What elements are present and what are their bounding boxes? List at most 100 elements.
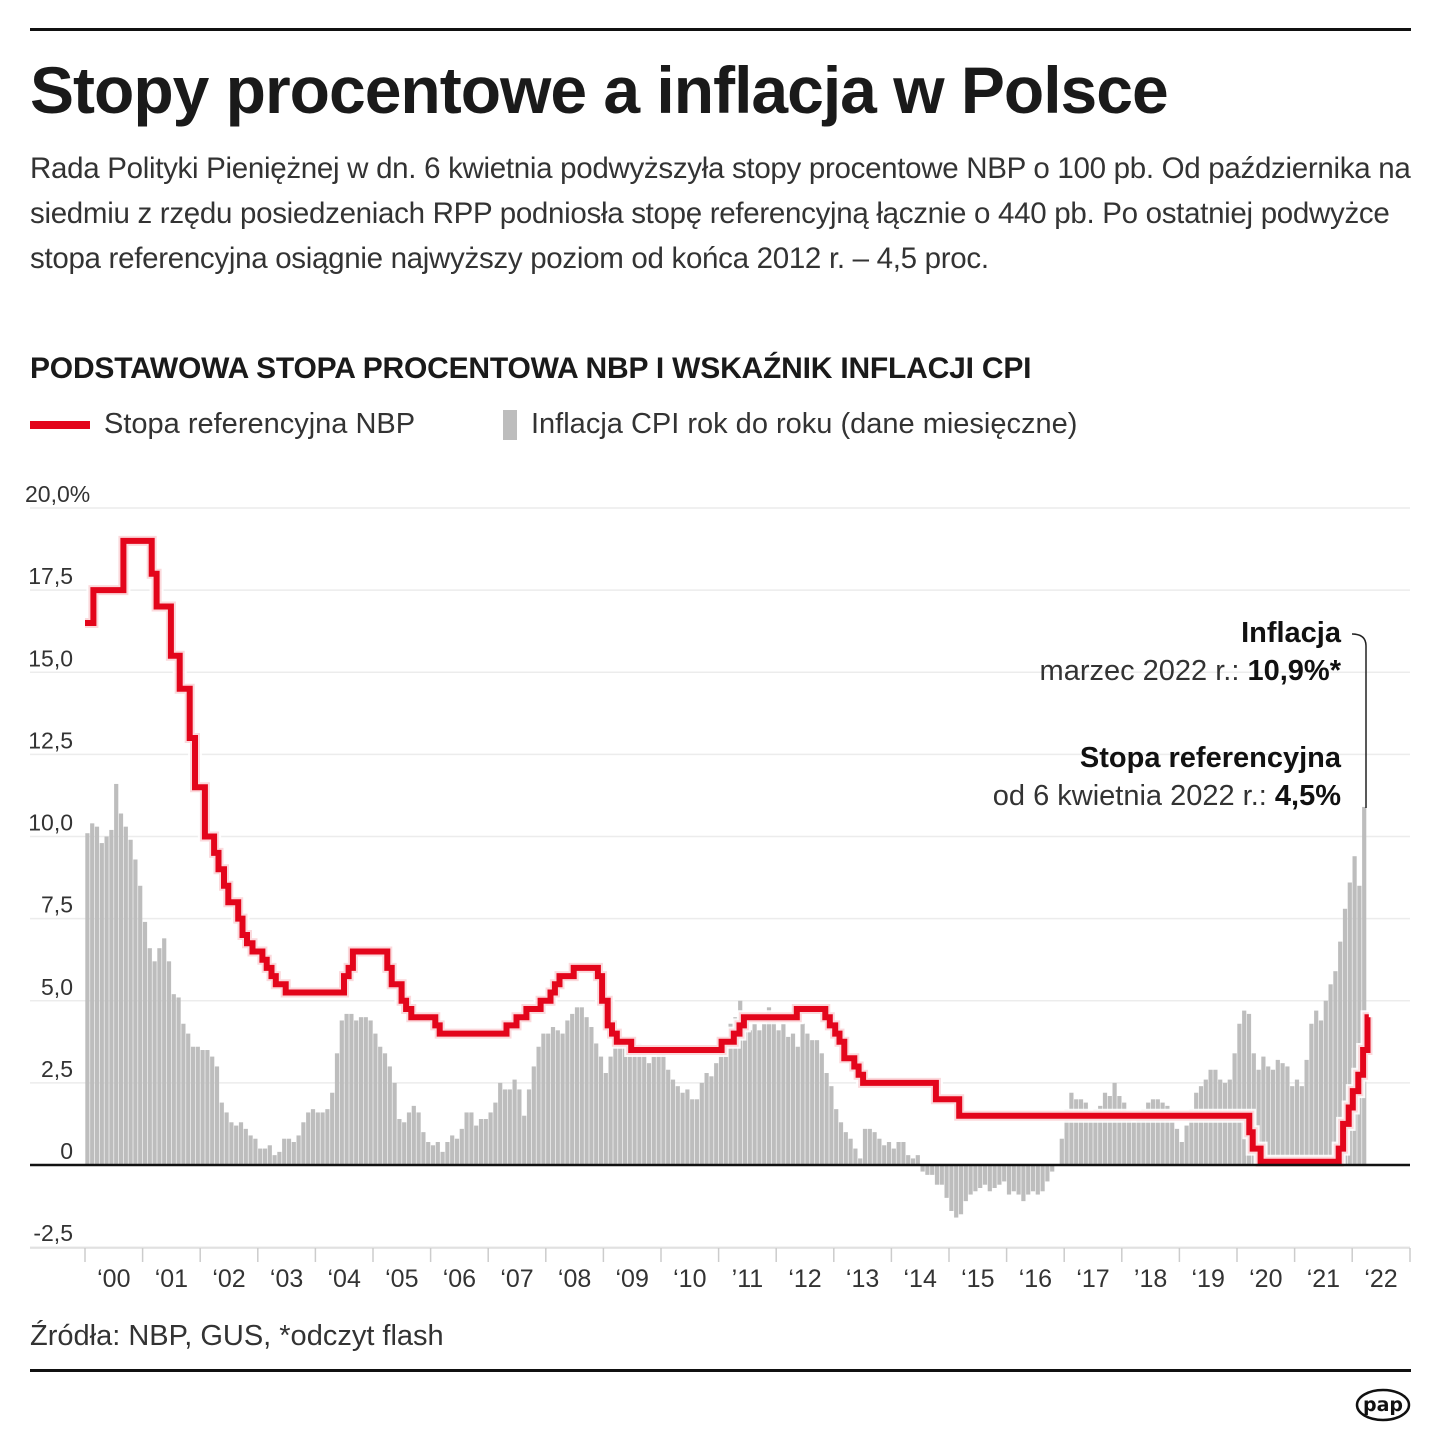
cpi-bar bbox=[627, 1050, 632, 1165]
cpi-bar bbox=[1170, 1122, 1175, 1165]
cpi-bar bbox=[1256, 1069, 1261, 1165]
cpi-bar bbox=[872, 1132, 877, 1165]
cpi-bar bbox=[469, 1112, 474, 1165]
cpi-bar bbox=[891, 1148, 896, 1165]
cpi-bar bbox=[618, 1033, 623, 1165]
cpi-bar bbox=[142, 921, 148, 1165]
cpi-bar bbox=[603, 1073, 608, 1165]
x-tick-label: ’18 bbox=[1134, 1265, 1167, 1293]
cpi-bar bbox=[819, 1053, 824, 1165]
cpi-bar bbox=[483, 1119, 488, 1165]
cpi-bar bbox=[1045, 1165, 1050, 1182]
page-title: Stopy procentowe a inflacja w Polsce bbox=[30, 53, 1169, 127]
x-tick-label: ‘15 bbox=[961, 1265, 994, 1293]
cpi-bar bbox=[166, 961, 172, 1165]
y-tick-label: 15,0 bbox=[28, 645, 73, 671]
cpi-bar bbox=[646, 1063, 652, 1165]
cpi-bar bbox=[1222, 1082, 1228, 1165]
cpi-bar bbox=[1088, 1115, 1093, 1165]
cpi-bar bbox=[493, 1102, 498, 1165]
cpi-bar bbox=[445, 1142, 450, 1165]
cpi-bar bbox=[426, 1142, 431, 1165]
legend-label-rate: Stopa referencyjna NBP bbox=[104, 408, 416, 440]
cpi-bar bbox=[1016, 1165, 1021, 1195]
cpi-bar bbox=[296, 1135, 301, 1165]
cpi-bar bbox=[771, 1013, 776, 1165]
cpi-bar bbox=[402, 1122, 407, 1165]
cpi-bar bbox=[1083, 1102, 1088, 1165]
cpi-bar bbox=[224, 1112, 229, 1165]
cpi-bar bbox=[1174, 1128, 1180, 1165]
chart: 20,0% 17,5 15,0 12,5 10,0 7,5 5,0 2,5 0 -2,5 ‘00 ‘0… bbox=[25, 481, 1411, 1293]
cpi-bar bbox=[1002, 1165, 1007, 1182]
cpi-bar bbox=[334, 1053, 340, 1165]
cpi-bar bbox=[378, 1046, 383, 1165]
cpi-bar bbox=[411, 1105, 416, 1165]
cpi-bar bbox=[565, 1020, 570, 1165]
cpi-bar bbox=[310, 1109, 316, 1165]
cpi-bar bbox=[1102, 1092, 1108, 1165]
cpi-bar bbox=[1323, 1000, 1328, 1165]
cpi-bar bbox=[954, 1165, 959, 1218]
cpi-bar bbox=[464, 1112, 469, 1165]
cpi-bar bbox=[1030, 1165, 1036, 1192]
cpi-bar bbox=[670, 1079, 676, 1165]
cpi-bar bbox=[1333, 971, 1338, 1165]
cpi-bar bbox=[680, 1092, 685, 1165]
cpi-bar bbox=[728, 1023, 733, 1165]
cpi-bar bbox=[1304, 1059, 1309, 1165]
cpi-bar bbox=[675, 1086, 680, 1165]
cpi-bar bbox=[1021, 1165, 1026, 1202]
y-tick-label: 5,0 bbox=[41, 974, 73, 1000]
annotation-inflation: Inflacja marzec 2022 r.: 10,9%* bbox=[1040, 614, 1341, 690]
cpi-bar bbox=[910, 1158, 916, 1165]
cpi-bar bbox=[109, 829, 114, 1165]
legend-label-cpi: Inflacja CPI rok do roku (dane miesięczn… bbox=[531, 408, 1078, 440]
cpi-bar bbox=[1035, 1165, 1040, 1195]
cpi-bar bbox=[661, 1050, 666, 1165]
cpi-bar bbox=[886, 1142, 892, 1165]
cpi-bar bbox=[1285, 1066, 1290, 1165]
cpi-bar bbox=[282, 1138, 287, 1165]
cpi-bar bbox=[925, 1165, 930, 1175]
cpi-bar bbox=[354, 1020, 359, 1165]
cpi-bar bbox=[598, 1056, 604, 1165]
cpi-bar bbox=[1280, 1063, 1285, 1165]
cpi-bar bbox=[805, 1033, 810, 1165]
cpi-bar bbox=[843, 1132, 848, 1165]
cpi-bar bbox=[190, 1046, 196, 1165]
cpi-bar bbox=[507, 1089, 512, 1165]
cpi-bar bbox=[1194, 1092, 1199, 1165]
cpi-bar bbox=[306, 1112, 311, 1165]
cpi-bar bbox=[1011, 1165, 1016, 1192]
cpi-bar bbox=[690, 1099, 695, 1165]
cpi-bar bbox=[114, 783, 119, 1165]
annotation-leader bbox=[1351, 633, 1367, 808]
cpi-bar bbox=[949, 1165, 954, 1211]
cpi-bar bbox=[205, 1050, 210, 1165]
cpi-bar bbox=[656, 1050, 661, 1165]
cpi-bar bbox=[104, 836, 109, 1165]
cpi-bar bbox=[651, 1056, 656, 1165]
x-tick-label: ‘06 bbox=[443, 1265, 476, 1293]
cpi-bar bbox=[526, 1089, 532, 1165]
cpi-bar bbox=[344, 1013, 349, 1165]
cpi-bar bbox=[195, 1046, 200, 1165]
cpi-bar bbox=[1294, 1079, 1300, 1165]
cpi-bar bbox=[570, 1013, 575, 1165]
cpi-bar bbox=[824, 1073, 829, 1165]
cpi-bar bbox=[968, 1165, 973, 1195]
cpi-bar bbox=[478, 1119, 484, 1165]
cpi-bar bbox=[301, 1122, 306, 1165]
cpi-bar bbox=[99, 843, 104, 1165]
annotation-inflation-title: Inflacja bbox=[1241, 617, 1341, 649]
cpi-bar bbox=[1126, 1119, 1132, 1165]
cpi-bar bbox=[522, 1115, 527, 1165]
cpi-bar bbox=[742, 1027, 748, 1165]
cpi-bar bbox=[1136, 1112, 1141, 1165]
cpi-bar bbox=[1266, 1066, 1271, 1165]
cpi-bar bbox=[517, 1089, 522, 1165]
y-tick-label: 17,5 bbox=[28, 563, 73, 589]
cpi-bar bbox=[258, 1148, 263, 1165]
x-tick-label: ‘22 bbox=[1364, 1265, 1397, 1293]
